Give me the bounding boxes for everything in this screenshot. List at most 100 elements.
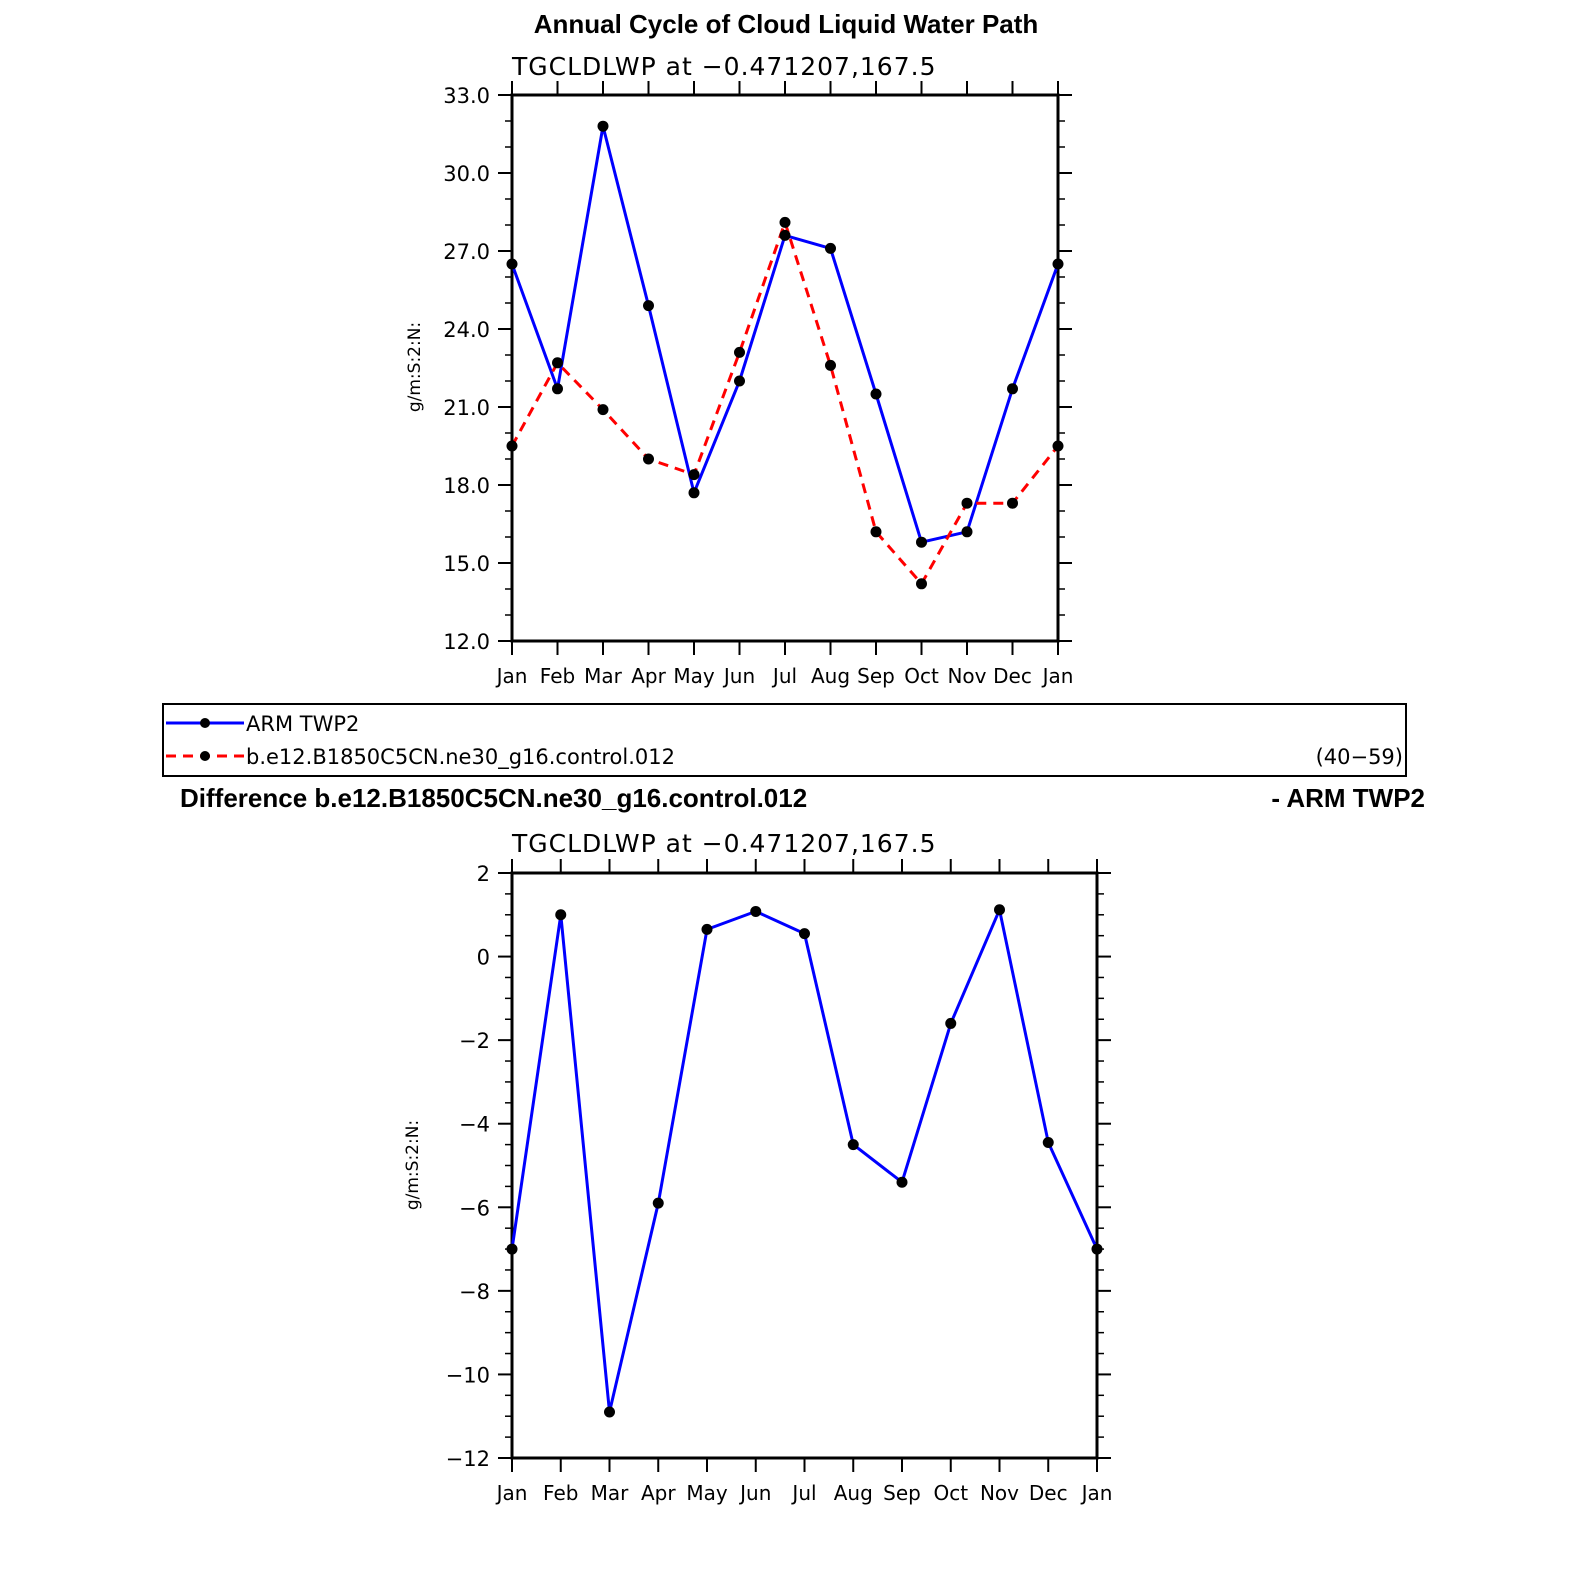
top-point-s0-6 — [779, 229, 791, 241]
top-point-s0-0 — [506, 258, 518, 270]
bottom-xtick-label: Dec — [1029, 1481, 1068, 1505]
bottom-xtick-label: Jul — [790, 1481, 816, 1505]
top-point-s1-11 — [1007, 497, 1018, 509]
bottom-ytick-label: −12 — [446, 1447, 490, 1471]
top-point-s0-8 — [870, 388, 882, 400]
top-ytick-label: 15.0 — [443, 552, 490, 576]
top-ytick-label: 21.0 — [443, 396, 490, 420]
top-xtick-label: Jun — [722, 664, 755, 688]
bottom-ytick-label: 2 — [477, 862, 490, 886]
top-xtick-label: Feb — [540, 664, 575, 688]
bottom-xtick-label: Aug — [834, 1481, 873, 1505]
top-point-s0-2 — [597, 120, 609, 132]
legend-marker-model — [200, 751, 210, 761]
top-ytick-label: 18.0 — [443, 474, 490, 498]
bottom-xtick-label: Sep — [883, 1481, 921, 1505]
bottom-xtick-label: Oct — [933, 1481, 968, 1505]
top-ytick-label: 27.0 — [443, 240, 490, 264]
legend-label-arm: ARM TWP2 — [246, 712, 359, 736]
top-ytick-label: 33.0 — [443, 84, 490, 108]
top-xtick-label: Jul — [771, 664, 797, 688]
top-point-s1-3 — [643, 453, 654, 465]
bottom-series-lines — [510, 908, 1099, 1414]
top-ytick-label: 12.0 — [443, 630, 490, 654]
top-xtick-label: Mar — [584, 664, 623, 688]
top-point-s0-11 — [1007, 383, 1018, 395]
top-xtick-label: Aug — [811, 664, 850, 688]
bottom-ytick-label: −6 — [459, 1196, 490, 1220]
bottom-xtick-label: Mar — [591, 1481, 630, 1505]
bottom-axis-ticks — [498, 859, 1111, 1472]
bottom-point-s0-11 — [1042, 1137, 1054, 1149]
bottom-chart: Difference b.e12.B1850C5CN.ne30_g16.cont… — [180, 783, 1425, 1505]
top-point-s1-12 — [1052, 440, 1064, 452]
top-xtick-label: Dec — [993, 664, 1032, 688]
top-xtick-label: Oct — [904, 664, 939, 688]
legend-marker-arm — [200, 718, 210, 728]
bottom-xtick-label: Feb — [543, 1481, 578, 1505]
top-point-s0-1 — [552, 383, 563, 395]
top-chart-ylabel: g/m:S:2:N: — [405, 322, 425, 412]
top-point-s1-6 — [779, 216, 791, 228]
bottom-chart-title: Difference b.e12.B1850C5CN.ne30_g16.cont… — [180, 783, 807, 813]
top-point-s1-1 — [552, 357, 563, 369]
top-xtick-label: Jan — [495, 664, 528, 688]
top-point-s0-12 — [1052, 258, 1064, 270]
top-point-s1-5 — [734, 346, 745, 358]
top-chart-subtitle: TGCLDLWP at −0.471207,167.5 — [511, 52, 936, 81]
top-point-s1-4 — [688, 469, 700, 481]
bottom-point-s0-10 — [994, 904, 1005, 916]
bottom-chart-title-right: - ARM TWP2 — [1271, 783, 1425, 813]
top-point-s1-9 — [916, 578, 927, 590]
top-point-s1-7 — [825, 359, 836, 371]
top-ytick-label: 30.0 — [443, 162, 490, 186]
bottom-point-s0-12 — [1091, 1243, 1103, 1255]
bottom-point-s0-6 — [799, 928, 810, 940]
legend-box — [162, 703, 1407, 777]
bottom-xtick-label: Apr — [641, 1481, 676, 1505]
top-x-tick-labels: Jan Feb Mar Apr May Jun Jul Aug Sep Oct Nov Dec Jan — [495, 664, 1074, 688]
top-series-line-0 — [510, 124, 1060, 544]
top-y-tick-labels: 12.0 15.0 18.0 21.0 24.0 27.0 30.0 33.0 — [443, 84, 490, 654]
top-point-s0-5 — [734, 375, 745, 387]
top-point-s0-7 — [825, 242, 836, 254]
top-point-s1-0 — [506, 440, 518, 452]
bottom-xtick-label: Jan — [1080, 1481, 1113, 1505]
bottom-ytick-label: −4 — [459, 1113, 490, 1137]
bottom-y-tick-labels: −12 −10 −8 −6 −4 −2 0 2 — [446, 862, 490, 1471]
top-xtick-label: Apr — [631, 664, 666, 688]
top-series-lines — [510, 124, 1060, 586]
top-xtick-label: Nov — [947, 664, 986, 688]
bottom-series-points — [506, 904, 1103, 1418]
bottom-point-s0-5 — [750, 905, 762, 917]
legend-label-model: b.e12.B1850C5CN.ne30_g16.control.012 — [246, 745, 675, 770]
bottom-point-s0-4 — [701, 923, 713, 935]
bottom-ytick-label: 0 — [477, 946, 490, 970]
bottom-point-s0-9 — [945, 1017, 957, 1029]
top-point-s1-2 — [597, 404, 609, 416]
bottom-point-s0-8 — [896, 1176, 908, 1188]
bottom-chart-subtitle: TGCLDLWP at −0.471207,167.5 — [511, 829, 936, 858]
bottom-xtick-label: Nov — [980, 1481, 1019, 1505]
bottom-point-s0-3 — [652, 1197, 664, 1209]
top-series-line-1 — [510, 220, 1060, 586]
bottom-point-s0-1 — [555, 909, 567, 921]
top-xtick-label: May — [673, 664, 715, 688]
bottom-point-s0-7 — [847, 1139, 859, 1151]
top-point-s0-10 — [961, 526, 973, 538]
bottom-ytick-label: −2 — [459, 1029, 490, 1053]
bottom-ytick-label: −10 — [446, 1363, 490, 1387]
top-xtick-label: Sep — [857, 664, 895, 688]
top-chart: Annual Cycle of Cloud Liquid Water Path … — [405, 9, 1073, 688]
top-axis-ticks — [498, 81, 1072, 655]
top-point-s1-8 — [870, 526, 882, 538]
bottom-ytick-label: −8 — [459, 1280, 490, 1304]
bottom-point-s0-0 — [506, 1243, 518, 1255]
legend: ARM TWP2 b.e12.B1850C5CN.ne30_g16.contro… — [162, 703, 1407, 777]
top-point-s0-3 — [643, 300, 654, 312]
bottom-point-s0-2 — [604, 1406, 615, 1418]
top-chart-title: Annual Cycle of Cloud Liquid Water Path — [534, 9, 1039, 39]
top-series-points — [506, 120, 1064, 590]
bottom-xtick-label: Jun — [738, 1481, 771, 1505]
